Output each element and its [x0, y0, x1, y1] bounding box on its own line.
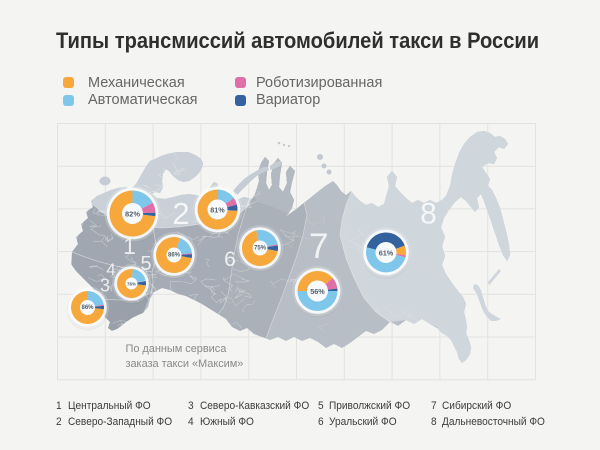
svg-text:1: 1 [123, 233, 136, 259]
svg-text:61%: 61% [379, 249, 394, 258]
svg-text:3: 3 [100, 276, 110, 296]
svg-text:7: 7 [309, 227, 328, 266]
svg-text:5: 5 [140, 253, 151, 275]
svg-text:2: 2 [172, 196, 189, 231]
svg-text:76%: 76% [127, 282, 136, 287]
svg-text:86%: 86% [168, 253, 181, 259]
svg-text:75%: 75% [254, 246, 267, 252]
svg-text:86%: 86% [81, 305, 94, 311]
svg-text:4: 4 [106, 260, 115, 279]
svg-text:8: 8 [420, 197, 437, 230]
svg-text:81%: 81% [210, 206, 225, 215]
svg-text:6: 6 [224, 248, 236, 271]
svg-text:56%: 56% [310, 287, 325, 296]
svg-text:82%: 82% [125, 210, 140, 219]
